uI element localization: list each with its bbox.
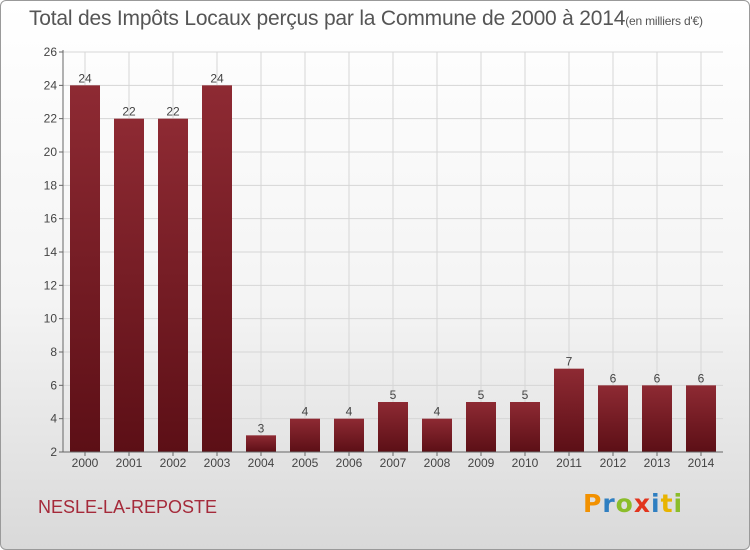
- bar-2001: [114, 118, 144, 453]
- x-tick-label: 2008: [424, 456, 451, 470]
- y-tick-label: 16: [44, 212, 58, 226]
- y-tick-label: 20: [44, 145, 58, 159]
- bars: 24 22 22 24 3 4 4 5 4 5 5 7 6 6 6: [70, 71, 716, 453]
- x-tick-label: 2005: [292, 456, 319, 470]
- x-tick-label: 2000: [72, 456, 99, 470]
- logo-letter: i: [673, 489, 684, 518]
- data-label: 6: [610, 371, 617, 385]
- bar-2007: [378, 402, 408, 452]
- data-label: 4: [434, 405, 441, 419]
- chart-title: Total des Impôts Locaux perçus par la Co…: [29, 7, 703, 31]
- y-tick-label: 4: [50, 412, 57, 426]
- logo-letter: o: [615, 489, 634, 518]
- logo-letter: P: [583, 489, 603, 518]
- bar-2009: [466, 402, 496, 452]
- y-tick-label: 2: [50, 445, 57, 459]
- proxiti-logo[interactable]: Proxiti: [583, 489, 683, 518]
- y-tick-label: 8: [50, 345, 57, 359]
- x-tick-label: 2002: [160, 456, 187, 470]
- y-tick-label: 14: [44, 245, 58, 259]
- x-tick-label: 2009: [468, 456, 495, 470]
- y-tick-label: 22: [44, 112, 58, 126]
- data-label: 24: [78, 71, 92, 85]
- y-tick-label: 10: [44, 312, 58, 326]
- y-tick-label: 12: [44, 278, 58, 292]
- bar-2004: [246, 435, 276, 452]
- logo-letter: i: [651, 489, 661, 518]
- logo-letter: x: [633, 489, 651, 518]
- bar-2012: [598, 385, 628, 452]
- data-label: 6: [698, 371, 705, 385]
- logo-letter: t: [660, 489, 674, 518]
- bar-2000: [70, 85, 100, 452]
- logo-letter: r: [602, 489, 616, 518]
- bar-2005: [290, 418, 320, 452]
- data-label: 4: [302, 405, 309, 419]
- x-tick-label: 2006: [336, 456, 363, 470]
- y-tick-label: 26: [44, 45, 58, 59]
- y-tick-label: 18: [44, 178, 58, 192]
- title-text: Total des Impôts Locaux perçus par la Co…: [29, 7, 626, 30]
- data-label: 22: [166, 105, 180, 119]
- data-label: 22: [122, 105, 136, 119]
- bar-2010: [510, 402, 540, 452]
- bar-2003: [202, 85, 232, 452]
- commune-name: NESLE-LA-REPOSTE: [38, 497, 218, 517]
- bar-2014: [686, 385, 716, 452]
- y-tick-label: 6: [50, 378, 57, 392]
- data-label: 4: [346, 405, 353, 419]
- title-unit: (en milliers d'€): [625, 14, 703, 28]
- y-tick-label: 24: [44, 78, 58, 92]
- x-tick-label: 2004: [248, 456, 275, 470]
- data-label: 7: [566, 355, 573, 369]
- x-tick-label: 2012: [600, 456, 627, 470]
- data-label: 5: [478, 388, 485, 402]
- data-label: 5: [522, 388, 529, 402]
- x-tick-label: 2010: [512, 456, 539, 470]
- x-tick-label: 2001: [116, 456, 143, 470]
- x-tick-label: 2007: [380, 456, 407, 470]
- data-label: 24: [210, 71, 224, 85]
- bar-2002: [158, 118, 188, 453]
- data-label: 6: [654, 371, 661, 385]
- data-label: 3: [258, 421, 265, 435]
- x-tick-label: 2014: [688, 456, 715, 470]
- x-tick-label: 2011: [556, 456, 582, 470]
- data-label: 5: [390, 388, 397, 402]
- bar-2011: [554, 368, 584, 452]
- bar-2008: [422, 418, 452, 452]
- x-tick-label: 2003: [204, 456, 231, 470]
- bar-2013: [642, 385, 672, 452]
- bar-2006: [334, 418, 364, 452]
- x-tick-label: 2013: [644, 456, 671, 470]
